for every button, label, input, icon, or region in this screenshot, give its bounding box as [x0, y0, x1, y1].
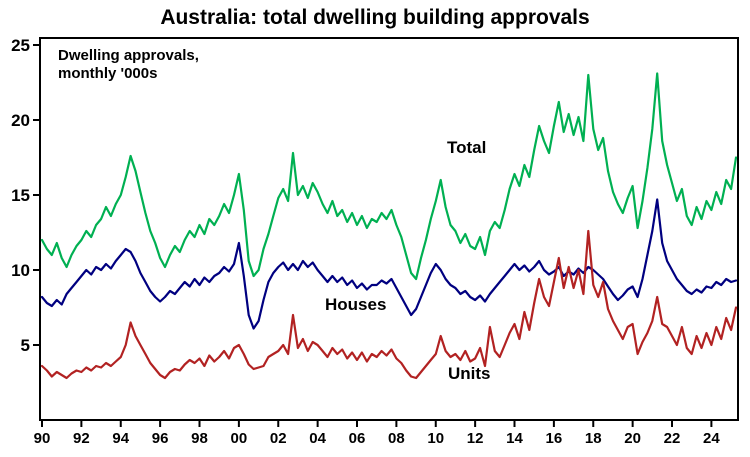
- x-tick-label-94: 94: [112, 430, 129, 447]
- series-label-houses: Houses: [325, 295, 386, 314]
- x-tick-label-96: 96: [152, 430, 169, 447]
- x-tick-label-92: 92: [73, 430, 90, 447]
- y-tick-label-10: 10: [11, 261, 30, 280]
- series-line-total: [40, 72, 738, 281]
- series-label-total: Total: [447, 138, 486, 157]
- series-line-houses: [40, 198, 738, 330]
- x-tick-label-08: 08: [388, 430, 405, 447]
- x-tick-label-90: 90: [34, 430, 51, 447]
- series-line-units: [40, 229, 738, 380]
- x-tick-label-10: 10: [427, 430, 444, 447]
- series-lines: [40, 72, 738, 380]
- y-tick-label-20: 20: [11, 111, 30, 130]
- x-tick-label-02: 02: [270, 430, 287, 447]
- plot-border: [39, 37, 739, 421]
- y-tick-label-15: 15: [11, 186, 30, 205]
- annotation-line1: Dwelling approvals,: [58, 47, 199, 64]
- x-tick-label-98: 98: [191, 430, 208, 447]
- x-tick-label-16: 16: [546, 430, 563, 447]
- x-tick-label-04: 04: [309, 430, 326, 447]
- x-tick-label-06: 06: [349, 430, 366, 447]
- x-tick-label-22: 22: [664, 430, 681, 447]
- y-axis: 5 10 15 20 25: [11, 36, 40, 355]
- x-axis: 90 92 94 96 98 00 02 04 06 08 10 12 14 16 18 20 22 24: [34, 420, 720, 447]
- x-tick-label-18: 18: [585, 430, 602, 447]
- y-tick-label-5: 5: [21, 336, 30, 355]
- x-tick-label-20: 20: [624, 430, 641, 447]
- series-label-units: Units: [448, 364, 491, 383]
- y-tick-label-25: 25: [11, 36, 30, 55]
- chart-title: Australia: total dwelling building appro…: [160, 6, 589, 29]
- x-tick-label-00: 00: [231, 430, 248, 447]
- x-tick-label-24: 24: [703, 430, 720, 447]
- x-tick-label-14: 14: [506, 430, 523, 447]
- x-tick-label-12: 12: [467, 430, 484, 447]
- annotation-line2: monthly '000s: [58, 65, 157, 82]
